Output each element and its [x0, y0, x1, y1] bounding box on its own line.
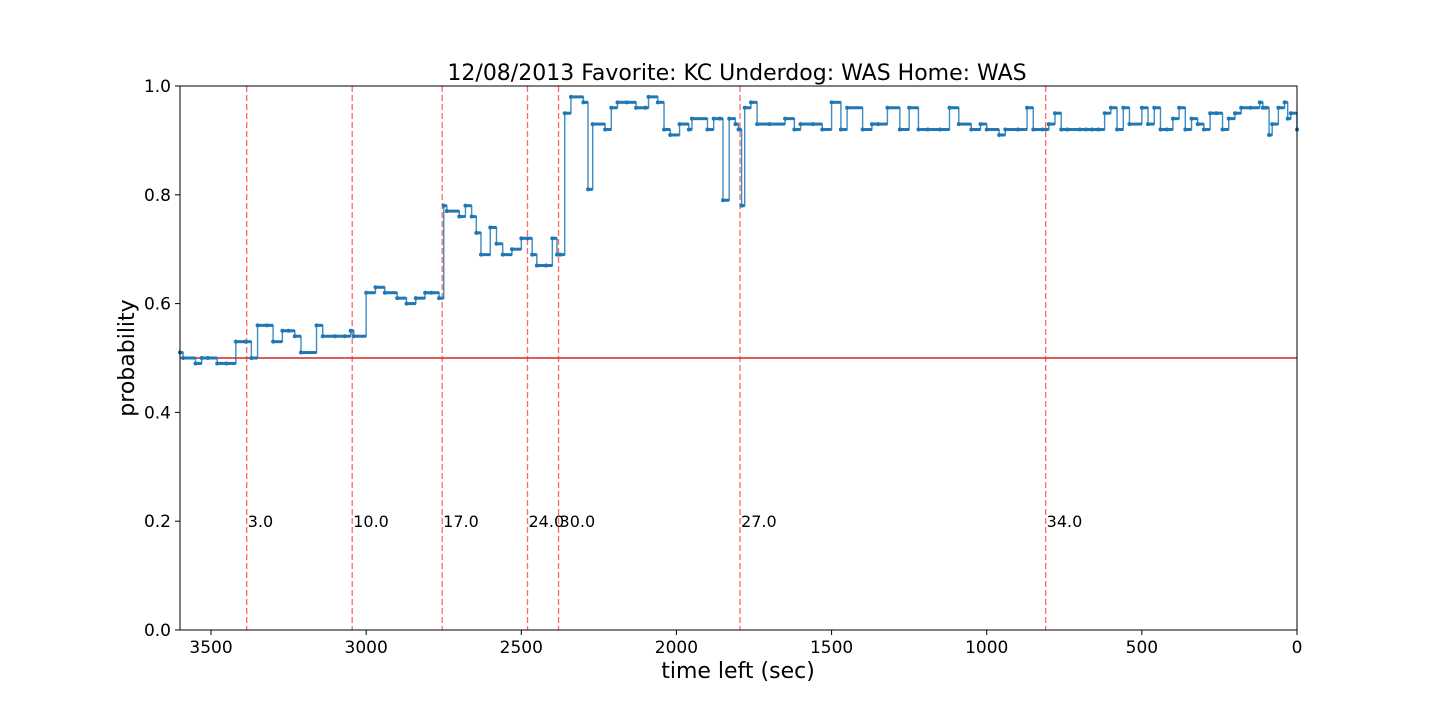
score-marker-label: 24.0: [529, 512, 565, 531]
x-tick-label: 1000: [965, 638, 1008, 658]
y-tick-label: 0.4: [144, 403, 171, 423]
x-axis: 3500 3000 2500 2000 1500 1000 500 0: [189, 630, 1302, 658]
plot-frame: [179, 85, 1298, 631]
x-tick-label: 500: [1126, 638, 1158, 658]
y-tick-label: 0.2: [144, 512, 171, 532]
score-marker-label: 34.0: [1047, 512, 1083, 531]
score-marker-label: 3.0: [248, 512, 273, 531]
y-tick-label: 1.0: [144, 77, 171, 97]
x-tick-label: 3000: [345, 638, 388, 658]
score-marker-label: 10.0: [353, 512, 389, 531]
score-marker-label: 27.0: [741, 512, 777, 531]
chart-title: 12/08/2013 Favorite: KC Underdog: WAS Ho…: [447, 61, 1026, 86]
x-tick-label: 2000: [655, 638, 698, 658]
y-tick-label: 0.8: [144, 186, 171, 206]
score-marker-label: 30.0: [560, 512, 596, 531]
x-tick-label: 0: [1292, 638, 1303, 658]
series-group: [178, 94, 1299, 366]
y-axis: 0.0 0.2 0.4 0.6 0.8 1.0: [144, 77, 180, 641]
score-label-group: 3.0 10.0 17.0 24.030.0 27.0 34.0: [248, 512, 1083, 531]
score-marker-label: 17.0: [443, 512, 479, 531]
y-tick-label: 0.6: [144, 295, 171, 315]
y-tick-label: 0.0: [144, 621, 171, 641]
y-axis-label: probability: [115, 299, 140, 416]
x-tick-label: 2500: [500, 638, 543, 658]
x-tick-label: 1500: [810, 638, 853, 658]
x-axis-label: time left (sec): [661, 659, 815, 684]
x-tick-label: 3500: [189, 638, 232, 658]
